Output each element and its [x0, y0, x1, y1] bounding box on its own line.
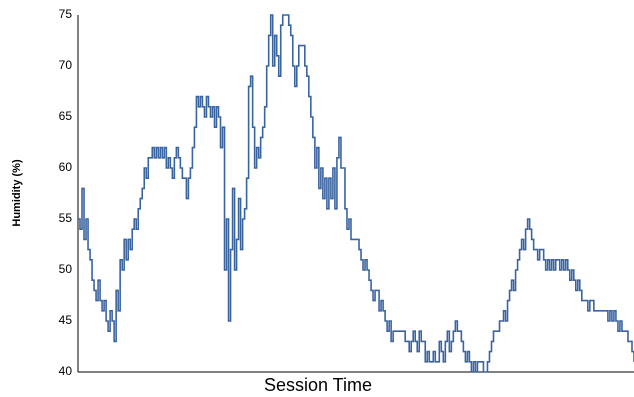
- y-tick-label: 75: [59, 7, 73, 21]
- data-line: [78, 14, 634, 373]
- x-axis-label: Session Time: [264, 375, 372, 395]
- y-tick-label: 65: [59, 109, 73, 123]
- y-tick-label: 60: [59, 160, 73, 174]
- y-tick-label: 50: [59, 262, 73, 276]
- y-tick-label: 45: [59, 313, 73, 327]
- y-axis-label: Humidity (%): [11, 159, 23, 227]
- y-tick-label: 70: [59, 58, 73, 72]
- y-tick-label: 55: [59, 211, 73, 225]
- y-tick-label: 40: [59, 364, 73, 378]
